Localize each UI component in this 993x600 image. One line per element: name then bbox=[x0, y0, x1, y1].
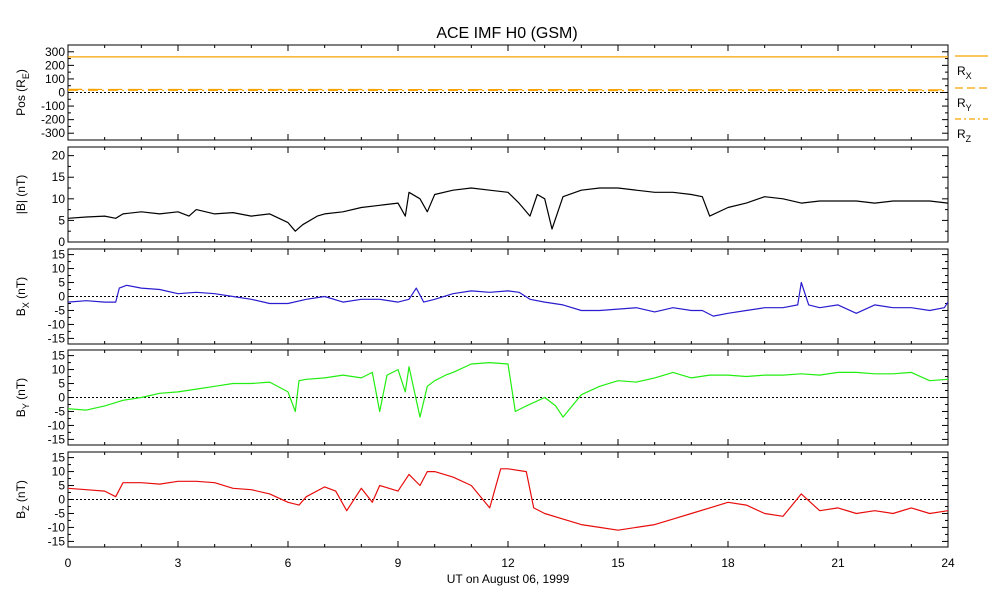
x-tick-label: 18 bbox=[721, 556, 735, 570]
y-axis-label: Pos (RE) bbox=[14, 69, 31, 116]
x-tick-label: 6 bbox=[285, 556, 292, 570]
y-tick-label: 300 bbox=[45, 45, 65, 59]
y-tick-label: 15 bbox=[52, 451, 66, 465]
y-tick-label: -15 bbox=[48, 432, 66, 446]
legend-label-z: RZ bbox=[957, 127, 972, 144]
y-tick-label: 5 bbox=[58, 276, 65, 290]
legend-label-x: RX bbox=[957, 64, 972, 81]
y-tick-label: 15 bbox=[52, 349, 66, 363]
y-tick-label: 200 bbox=[45, 58, 65, 72]
y-tick-label: 0 bbox=[58, 391, 65, 405]
y-tick-label: 15 bbox=[52, 248, 66, 262]
x-tick-label: 15 bbox=[611, 556, 625, 570]
y-axis-label: BY (nT) bbox=[14, 378, 31, 417]
y-tick-label: -5 bbox=[54, 506, 65, 520]
series-bx-bx bbox=[67, 281, 949, 317]
y-tick-label: 0 bbox=[58, 86, 65, 100]
y-tick-label: 10 bbox=[52, 363, 66, 377]
y-axis-label: |B| (nT) bbox=[14, 175, 28, 215]
y-tick-label: -100 bbox=[41, 99, 65, 113]
y-tick-label: -10 bbox=[48, 520, 66, 534]
series-by-by bbox=[67, 362, 949, 418]
panel-frame bbox=[67, 146, 949, 243]
x-axis-tick-labels: 0 3 6 9 12 15 18 21 24 bbox=[65, 556, 955, 570]
x-tick-label: 0 bbox=[65, 556, 72, 570]
y-tick-label: 0 bbox=[58, 493, 65, 507]
y-tick-label: 0 bbox=[58, 290, 65, 304]
y-tick-label: -10 bbox=[48, 317, 66, 331]
y-tick-label: 10 bbox=[52, 465, 66, 479]
y-tick-label: 5 bbox=[58, 213, 65, 227]
y-tick-label: 100 bbox=[45, 72, 65, 86]
y-tick-label: -300 bbox=[41, 126, 65, 140]
legend-label-y: RY bbox=[957, 96, 972, 113]
y-tick-label: -10 bbox=[48, 418, 66, 432]
series-bmag-b bbox=[67, 187, 949, 232]
y-tick-label: -200 bbox=[41, 113, 65, 127]
x-tick-label: 24 bbox=[941, 556, 955, 570]
x-tick-label: 3 bbox=[175, 556, 182, 570]
x-tick-label: 9 bbox=[395, 556, 402, 570]
series-bz-bz bbox=[67, 468, 949, 531]
y-tick-label: -5 bbox=[54, 303, 65, 317]
y-tick-label: -15 bbox=[48, 534, 66, 548]
y-tick-label: -5 bbox=[54, 404, 65, 418]
x-axis-label: UT on August 06, 1999 bbox=[447, 572, 570, 586]
panel-bmag: 20 15 10 5 0 |B| (nT) bbox=[14, 146, 949, 249]
chart-title: ACE IMF H0 (GSM) bbox=[436, 25, 577, 42]
y-tick-label: 0 bbox=[58, 235, 65, 249]
y-tick-label: 20 bbox=[52, 149, 66, 163]
y-tick-label: 5 bbox=[58, 479, 65, 493]
position-legend: RX RY RZ bbox=[955, 55, 988, 144]
x-tick-label: 12 bbox=[501, 556, 515, 570]
y-tick-label: 5 bbox=[58, 377, 65, 391]
x-tick-label: 21 bbox=[831, 556, 845, 570]
y-tick-label: -15 bbox=[48, 331, 66, 345]
y-tick-label: 15 bbox=[52, 170, 66, 184]
y-axis-label: BX (nT) bbox=[14, 277, 31, 316]
y-tick-label: 10 bbox=[52, 262, 66, 276]
y-axis-label: BZ (nT) bbox=[14, 480, 31, 519]
y-tick-label: 10 bbox=[52, 192, 66, 206]
